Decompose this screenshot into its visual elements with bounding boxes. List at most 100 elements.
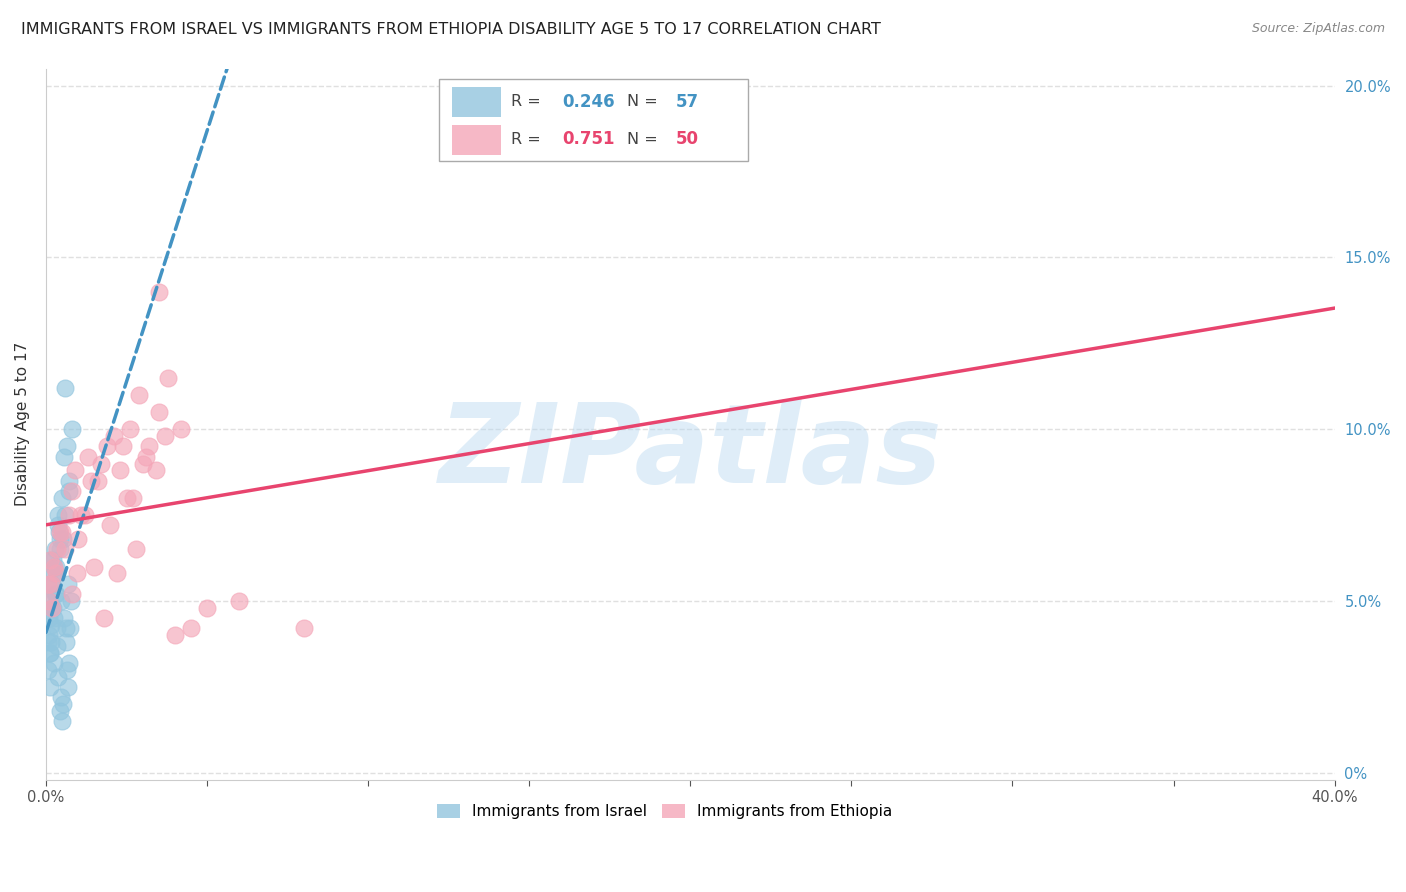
Point bbox=[148, 285, 170, 299]
Point bbox=[70, 508, 93, 522]
Point bbox=[45, 566, 67, 581]
FancyBboxPatch shape bbox=[439, 79, 748, 161]
Text: 0.246: 0.246 bbox=[562, 93, 616, 111]
Point bbox=[53, 611, 76, 625]
Text: 57: 57 bbox=[676, 93, 699, 111]
Text: 0.751: 0.751 bbox=[562, 130, 616, 148]
Point bbox=[83, 559, 105, 574]
Point bbox=[41, 618, 63, 632]
Point bbox=[100, 518, 122, 533]
Bar bbox=[451, 87, 501, 118]
Point bbox=[39, 635, 62, 649]
Point bbox=[41, 576, 63, 591]
Point bbox=[76, 450, 98, 464]
Y-axis label: Disability Age 5 to 17: Disability Age 5 to 17 bbox=[15, 342, 30, 506]
Point bbox=[42, 600, 65, 615]
Point bbox=[44, 542, 66, 557]
Point bbox=[42, 656, 65, 670]
Point bbox=[41, 600, 63, 615]
Point bbox=[58, 484, 80, 499]
Point bbox=[55, 635, 77, 649]
Point bbox=[80, 474, 103, 488]
Point bbox=[46, 508, 69, 522]
Point bbox=[37, 663, 59, 677]
Text: R =: R = bbox=[512, 95, 546, 110]
Point bbox=[122, 491, 145, 505]
Point bbox=[58, 656, 80, 670]
Point bbox=[55, 622, 77, 636]
Point bbox=[39, 646, 62, 660]
Point bbox=[108, 463, 131, 477]
Text: IMMIGRANTS FROM ISRAEL VS IMMIGRANTS FROM ETHIOPIA DISABILITY AGE 5 TO 17 CORREL: IMMIGRANTS FROM ISRAEL VS IMMIGRANTS FRO… bbox=[21, 22, 882, 37]
Point bbox=[46, 518, 69, 533]
Point bbox=[49, 525, 72, 540]
Point bbox=[115, 491, 138, 505]
Point bbox=[37, 635, 59, 649]
Point bbox=[63, 463, 86, 477]
Point bbox=[42, 566, 65, 581]
Point bbox=[45, 639, 67, 653]
Point bbox=[53, 381, 76, 395]
Point bbox=[157, 370, 180, 384]
Point bbox=[46, 669, 69, 683]
Point bbox=[38, 594, 60, 608]
Point bbox=[153, 429, 176, 443]
Text: N =: N = bbox=[627, 95, 664, 110]
Point bbox=[38, 680, 60, 694]
Point bbox=[39, 576, 62, 591]
Point bbox=[112, 439, 135, 453]
Point bbox=[42, 559, 65, 574]
Point bbox=[49, 532, 72, 546]
Text: ZIPatlas: ZIPatlas bbox=[439, 399, 942, 506]
Point bbox=[195, 600, 218, 615]
Text: Source: ZipAtlas.com: Source: ZipAtlas.com bbox=[1251, 22, 1385, 36]
Point bbox=[42, 559, 65, 574]
Point bbox=[41, 600, 63, 615]
Point bbox=[131, 457, 153, 471]
Point bbox=[65, 566, 87, 581]
Point bbox=[44, 611, 66, 625]
Point bbox=[135, 450, 157, 464]
Point bbox=[39, 576, 62, 591]
Point bbox=[58, 474, 80, 488]
Point bbox=[60, 422, 83, 436]
Point bbox=[38, 553, 60, 567]
Point bbox=[67, 532, 90, 546]
Point bbox=[56, 680, 79, 694]
Text: 50: 50 bbox=[676, 130, 699, 148]
Point bbox=[90, 457, 112, 471]
Point bbox=[38, 611, 60, 625]
Point bbox=[148, 405, 170, 419]
Point bbox=[105, 566, 128, 581]
Point bbox=[38, 553, 60, 567]
Point bbox=[45, 566, 67, 581]
Text: R =: R = bbox=[512, 132, 546, 147]
Point bbox=[46, 542, 69, 557]
Point bbox=[86, 474, 108, 488]
Point bbox=[93, 611, 115, 625]
Point bbox=[56, 439, 79, 453]
Point bbox=[128, 388, 150, 402]
Point bbox=[52, 697, 75, 711]
Text: N =: N = bbox=[627, 132, 664, 147]
Point bbox=[170, 422, 193, 436]
Point bbox=[52, 532, 75, 546]
Point bbox=[125, 542, 148, 557]
Point bbox=[37, 576, 59, 591]
Point bbox=[51, 491, 73, 505]
Point bbox=[38, 628, 60, 642]
Point bbox=[292, 622, 315, 636]
Point bbox=[103, 429, 125, 443]
Point bbox=[51, 594, 73, 608]
Point bbox=[38, 594, 60, 608]
Legend: Immigrants from Israel, Immigrants from Ethiopia: Immigrants from Israel, Immigrants from … bbox=[430, 798, 898, 825]
Point bbox=[45, 587, 67, 601]
Point bbox=[60, 594, 83, 608]
Point bbox=[73, 508, 96, 522]
Point bbox=[55, 663, 77, 677]
Point bbox=[49, 704, 72, 718]
Bar bbox=[451, 125, 501, 155]
Point bbox=[138, 439, 160, 453]
Point bbox=[53, 508, 76, 522]
Point bbox=[163, 628, 186, 642]
